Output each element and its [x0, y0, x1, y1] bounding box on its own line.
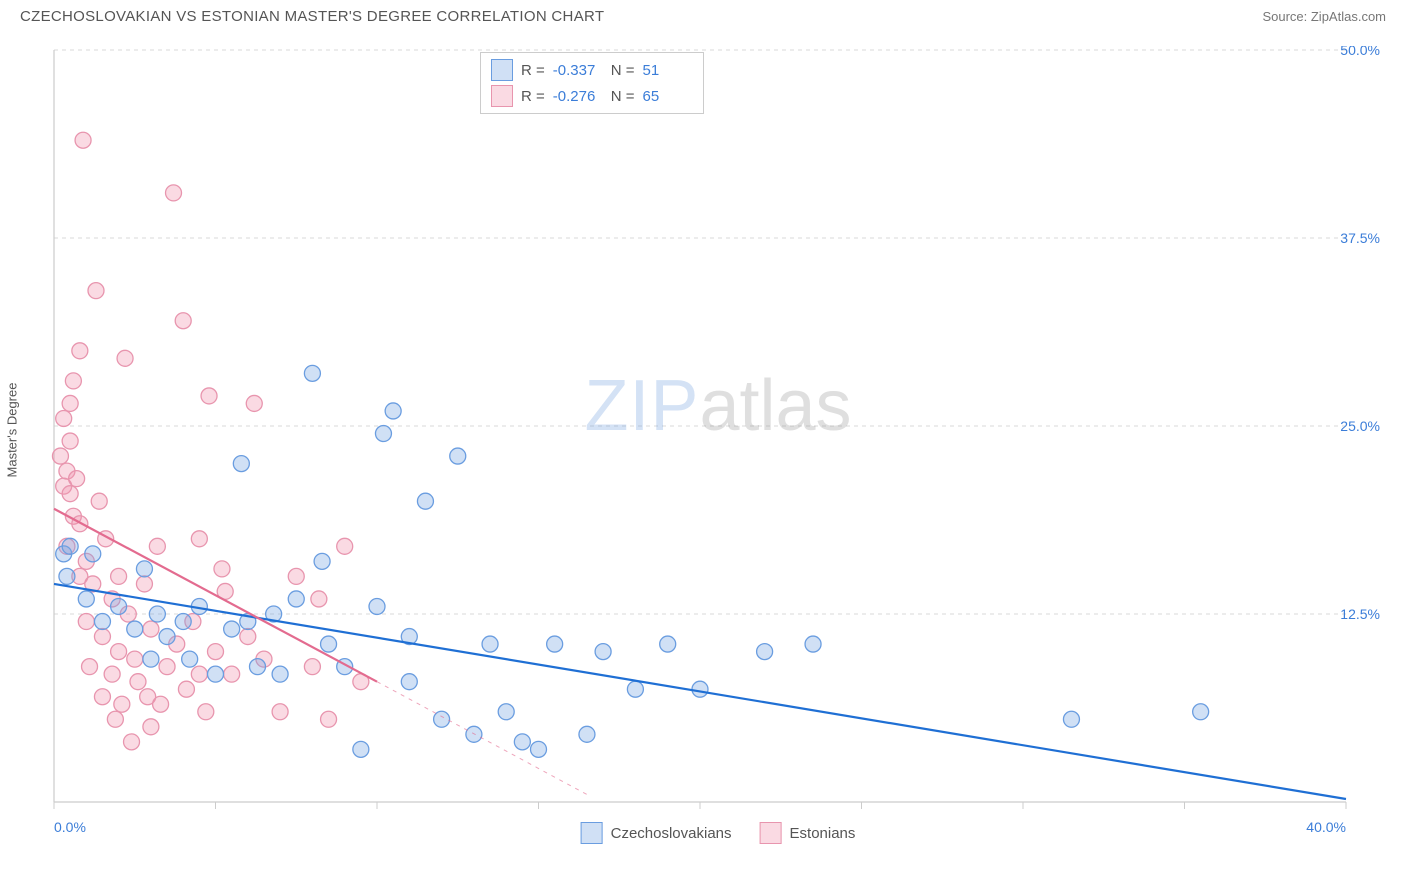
n-label: N =: [611, 88, 635, 105]
svg-text:0.0%: 0.0%: [54, 819, 86, 835]
swatch-series-a: [491, 59, 513, 81]
svg-text:25.0%: 25.0%: [1340, 418, 1380, 434]
r-label: R =: [521, 62, 545, 79]
svg-text:40.0%: 40.0%: [1306, 819, 1346, 835]
svg-text:50.0%: 50.0%: [1340, 46, 1380, 58]
swatch-series-b: [760, 822, 782, 844]
series-b-n-value: 65: [643, 88, 693, 105]
swatch-series-b: [491, 85, 513, 107]
legend-label-series-b: Estonians: [790, 825, 856, 842]
bottom-legend: Czechoslovakians Estonians: [581, 822, 856, 844]
stats-row-series-a: R = -0.337 N = 51: [491, 57, 693, 83]
chart-title: CZECHOSLOVAKIAN VS ESTONIAN MASTER'S DEG…: [20, 8, 604, 25]
svg-text:12.5%: 12.5%: [1340, 606, 1380, 622]
scatter-svg: 12.5% 25.0% 37.5% 50.0% 0.0% 40.0%: [50, 46, 1386, 846]
series-b-r-value: -0.276: [553, 88, 603, 105]
chart-area: 12.5%25.0%37.5%50.0%0.0%40.0% ZIPatlas R…: [50, 46, 1386, 846]
swatch-series-a: [581, 822, 603, 844]
svg-text:37.5%: 37.5%: [1340, 230, 1380, 246]
legend-item-series-a: Czechoslovakians: [581, 822, 732, 844]
stats-legend-box: R = -0.337 N = 51 R = -0.276 N = 65: [480, 52, 704, 114]
stats-row-series-b: R = -0.276 N = 65: [491, 83, 693, 109]
series-a-n-value: 51: [643, 62, 693, 79]
r-label: R =: [521, 88, 545, 105]
legend-item-series-b: Estonians: [760, 822, 856, 844]
source-attribution: Source: ZipAtlas.com: [1262, 9, 1386, 24]
series-a-r-value: -0.337: [553, 62, 603, 79]
legend-label-series-a: Czechoslovakians: [611, 825, 732, 842]
n-label: N =: [611, 62, 635, 79]
y-axis-label: Master's Degree: [5, 383, 20, 478]
